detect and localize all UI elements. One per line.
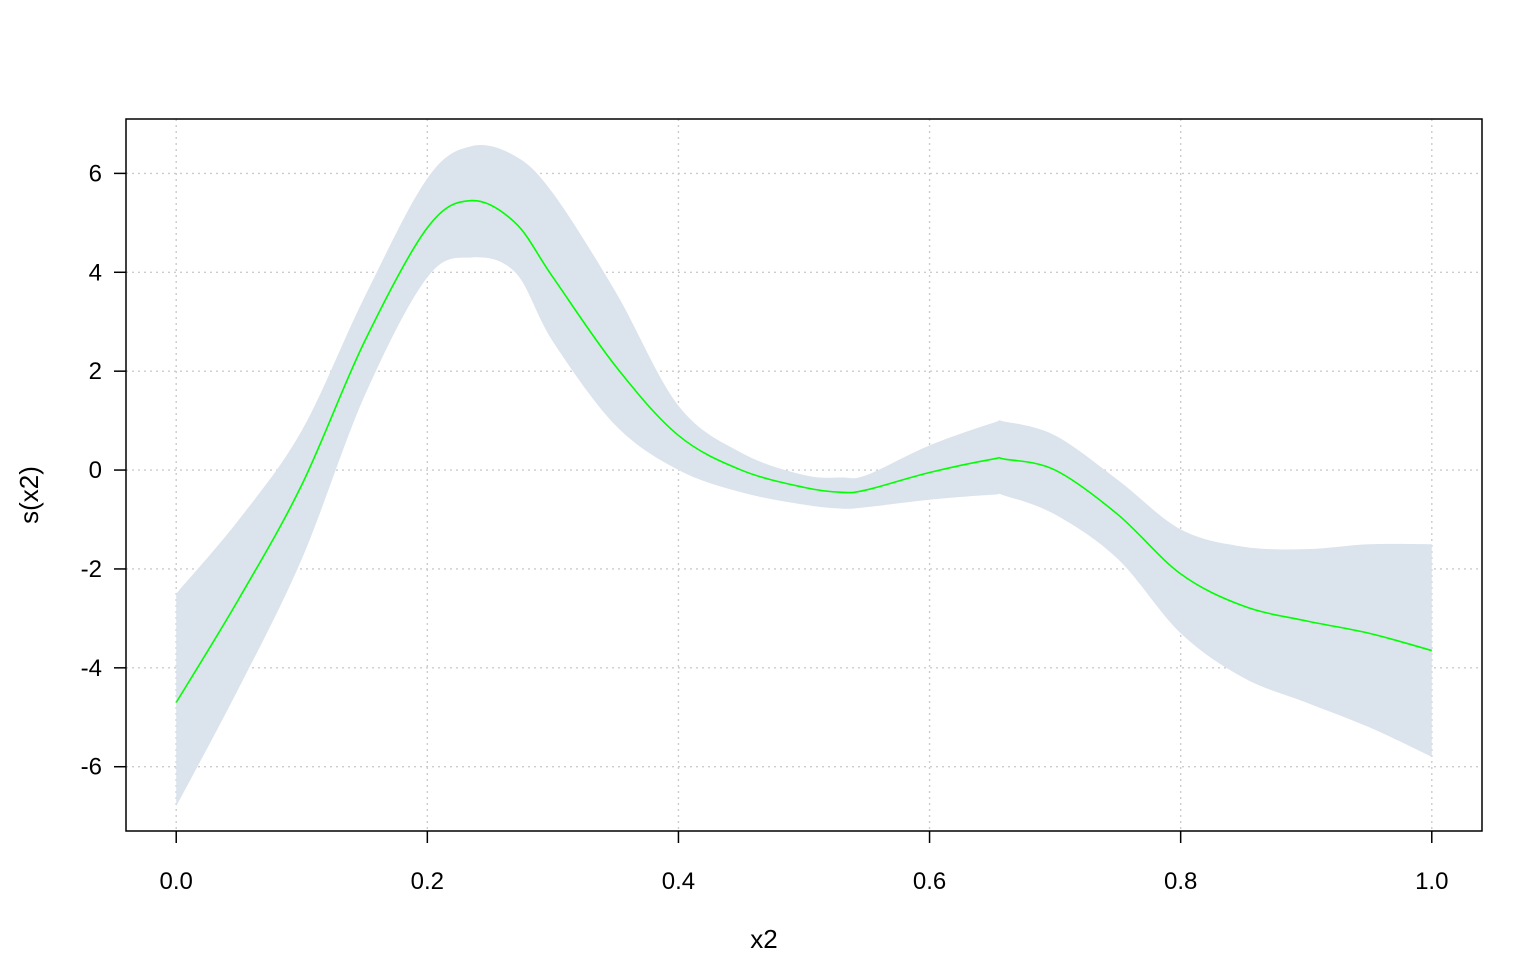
y-tick-label: -2	[81, 556, 102, 583]
x-axis-title: x2	[750, 924, 777, 954]
x-tick-label: 0.6	[913, 868, 946, 895]
y-tick-label: -6	[81, 754, 102, 781]
plot-frame	[125, 118, 1483, 832]
y-tick-label: -4	[81, 655, 102, 682]
y-tick-label: 2	[89, 358, 102, 385]
y-axis: -6 -4 -2 0 2 4 6	[81, 160, 126, 781]
y-tick-label: 4	[89, 259, 102, 286]
y-tick-label: 0	[89, 457, 102, 484]
y-axis-title: s(x2)	[14, 466, 44, 524]
x-tick-label: 0.8	[1164, 868, 1197, 895]
fitted-smooth-line	[175, 199, 1432, 703]
x-tick-label: 1.0	[1415, 868, 1448, 895]
x-axis: 0.0 0.2 0.4 0.6 0.8 1.0	[160, 831, 1448, 895]
x-tick-label: 0.2	[411, 868, 444, 895]
confidence-band	[176, 145, 1432, 807]
y-tick-label: 6	[89, 160, 102, 187]
x-tick-label: 0.0	[160, 868, 193, 895]
x-tick-label: 0.4	[662, 868, 695, 895]
